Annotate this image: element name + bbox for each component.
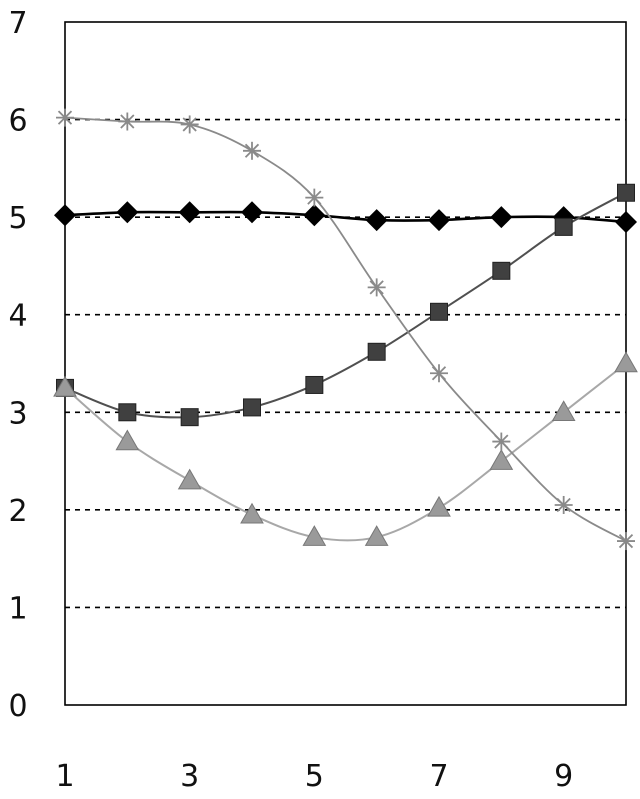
x-tick-label: 1	[55, 759, 74, 794]
series-star	[56, 108, 635, 551]
grid-layer	[65, 118, 626, 609]
data-point-diamond	[116, 201, 139, 224]
data-point-square	[118, 403, 137, 422]
data-point-triangle	[302, 525, 327, 546]
x-tick-label: 3	[180, 759, 199, 794]
data-point-triangle	[427, 495, 451, 517]
series-square	[56, 183, 635, 427]
data-point-diamond	[490, 206, 513, 229]
series-triangle	[53, 351, 638, 546]
y-tick-label: 2	[8, 494, 27, 529]
data-point-star	[56, 108, 74, 127]
y-tick-label: 5	[8, 201, 27, 236]
data-point-square	[180, 408, 199, 427]
data-point-star	[305, 188, 324, 207]
y-tick-label: 7	[8, 6, 27, 41]
data-point-triangle	[177, 468, 202, 490]
data-point-triangle	[551, 400, 576, 422]
y-tick-label: 3	[8, 396, 27, 431]
data-point-square	[617, 183, 635, 202]
data-point-triangle	[489, 449, 514, 470]
data-point-star	[430, 364, 448, 383]
series-line	[64, 191, 627, 419]
data-point-star	[367, 278, 386, 297]
data-point-star	[118, 112, 137, 131]
data-point-star	[554, 495, 573, 514]
data-point-diamond	[303, 204, 326, 227]
series-line	[64, 210, 627, 224]
data-point-square	[554, 217, 573, 236]
data-point-square	[243, 398, 261, 417]
plot-frame	[64, 21, 627, 706]
data-point-square	[492, 261, 511, 280]
y-tick-label: 1	[8, 591, 27, 626]
x-tick-label: 5	[305, 759, 324, 794]
data-point-triangle	[240, 502, 264, 524]
data-point-diamond	[615, 211, 637, 234]
series-diamond	[54, 201, 637, 234]
x-tick-label: 7	[429, 759, 448, 794]
series-layer	[53, 108, 638, 551]
data-point-square	[430, 302, 448, 321]
data-point-diamond	[365, 209, 388, 232]
data-point-triangle	[364, 525, 389, 546]
data-point-triangle	[53, 375, 77, 397]
y-tick-label: 4	[8, 299, 27, 334]
data-point-star	[180, 115, 199, 134]
data-point-triangle	[115, 429, 140, 451]
y-tick-label: 6	[8, 104, 27, 139]
data-point-triangle	[614, 351, 638, 373]
data-point-star	[243, 141, 261, 160]
data-point-star	[617, 532, 635, 551]
data-point-diamond	[428, 209, 450, 232]
data-point-diamond	[178, 201, 201, 224]
data-point-square	[305, 375, 324, 394]
data-point-star	[492, 432, 511, 451]
data-point-diamond	[54, 204, 76, 227]
data-point-square	[367, 342, 386, 361]
y-tick-label: 0	[8, 689, 27, 724]
data-point-diamond	[241, 201, 263, 224]
series-line	[64, 362, 627, 542]
series-line	[64, 116, 627, 542]
x-tick-label: 9	[554, 759, 573, 794]
